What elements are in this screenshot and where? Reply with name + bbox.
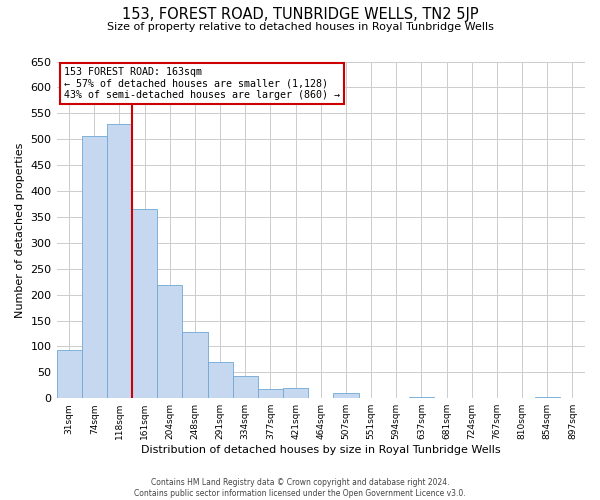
- Bar: [56, 350, 82, 398]
- Bar: [182, 332, 208, 398]
- Bar: [409, 397, 434, 398]
- Bar: [233, 376, 258, 398]
- Bar: [283, 388, 308, 398]
- Bar: [334, 393, 359, 398]
- X-axis label: Distribution of detached houses by size in Royal Tunbridge Wells: Distribution of detached houses by size …: [141, 445, 500, 455]
- Bar: [107, 124, 132, 398]
- Text: Contains HM Land Registry data © Crown copyright and database right 2024.
Contai: Contains HM Land Registry data © Crown c…: [134, 478, 466, 498]
- Bar: [82, 136, 107, 398]
- Bar: [157, 286, 182, 398]
- Text: 153 FOREST ROAD: 163sqm
← 57% of detached houses are smaller (1,128)
43% of semi: 153 FOREST ROAD: 163sqm ← 57% of detache…: [64, 66, 340, 100]
- Bar: [258, 389, 283, 398]
- Text: Size of property relative to detached houses in Royal Tunbridge Wells: Size of property relative to detached ho…: [107, 22, 493, 32]
- Bar: [208, 362, 233, 398]
- Y-axis label: Number of detached properties: Number of detached properties: [15, 142, 25, 318]
- Text: 153, FOREST ROAD, TUNBRIDGE WELLS, TN2 5JP: 153, FOREST ROAD, TUNBRIDGE WELLS, TN2 5…: [122, 8, 478, 22]
- Bar: [535, 397, 560, 398]
- Bar: [132, 209, 157, 398]
